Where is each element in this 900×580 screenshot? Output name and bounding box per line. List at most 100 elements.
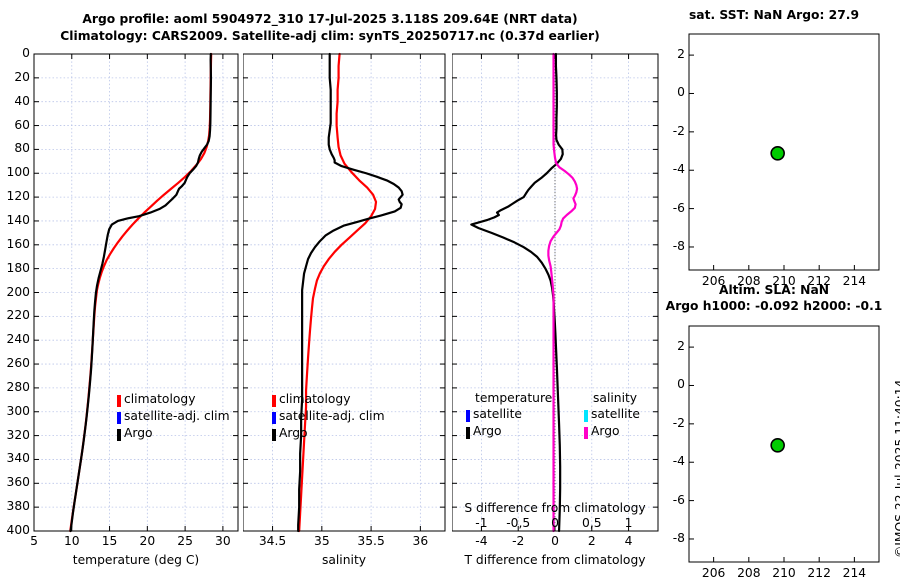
temperature-xaxis-label: temperature (deg C): [72, 553, 200, 567]
figure-title-line2: Climatology: CARS2009. Satellite-adj cli…: [60, 29, 600, 43]
diff-legend-temperature-swatch-1: [466, 427, 470, 439]
temperature-ytick-160: 160: [6, 236, 30, 251]
temperature-ytick-340: 340: [6, 451, 30, 466]
sst-map-ytick--8: -8: [672, 238, 685, 253]
sla-map-xtick-208: 208: [737, 566, 761, 580]
sst-map-ytick-2: 2: [677, 47, 685, 62]
sst-map-title: sat. SST: NaN Argo: 27.9: [688, 8, 860, 22]
temperature-ytick-180: 180: [6, 260, 30, 275]
sla-map-xtick-206: 206: [701, 566, 726, 580]
temperature-legend-label-1: satellite-adj. clim: [124, 409, 230, 423]
sst-map-xtick-214: 214: [842, 274, 867, 288]
salinity-plot: [243, 52, 446, 533]
sla-map-ytick--6: -6: [672, 492, 685, 507]
sla-map-ytick-0: 0: [677, 377, 685, 392]
salinity-xtick-2: 35.5: [357, 534, 385, 548]
salinity-legend-label-1: satellite-adj. clim: [279, 409, 385, 423]
sla-map-title-line1: Altim. SLA: NaN: [718, 283, 830, 297]
temperature-ytick-280: 280: [6, 379, 30, 394]
diff-legend-salinity-swatch-0: [584, 410, 588, 422]
difference-plot: [452, 52, 659, 533]
temperature-xtick-25: 25: [177, 534, 193, 548]
sst-map-plot: [688, 33, 880, 271]
tdiff-xtick-0: 0: [551, 534, 559, 548]
salinity-xtick-0: 34.5: [258, 534, 287, 548]
sla-map-panel: [667, 314, 882, 579]
salinity-xtick-1: 35: [314, 534, 330, 548]
diff-legend-temperature-label-0: satellite: [473, 407, 522, 421]
sst-map-xtick-206: 206: [701, 274, 726, 288]
sdiff-xtick-2: 0: [551, 516, 559, 530]
temperature-ytick-400: 400: [6, 523, 30, 537]
temperature-legend-label-2: Argo: [124, 426, 153, 440]
diff-legend-temperature-label-1: Argo: [473, 424, 502, 438]
sdiff-xtick-0: -1: [475, 516, 488, 530]
temperature-plot: [33, 52, 239, 533]
sla-map-ytick-2: 2: [677, 339, 685, 354]
salinity-xtick-3: 36: [412, 534, 429, 548]
temperature-ytick-0: 0: [22, 46, 30, 60]
temperature-legend-swatch-2: [117, 429, 121, 441]
diff-legend-salinity-label-1: Argo: [591, 424, 620, 438]
temperature-ytick-300: 300: [6, 403, 30, 418]
sst-map-xtick-212: 212: [807, 274, 831, 288]
temperature-ytick-260: 260: [6, 356, 30, 371]
temperature-ytick-80: 80: [14, 141, 30, 156]
tdiff-xtick--2: -2: [512, 534, 525, 548]
sst-map-xtick-208: 208: [737, 274, 761, 288]
salinity-legend-swatch-1: [272, 412, 276, 424]
temperature-legend-swatch-0: [117, 395, 121, 407]
sst-map-panel: [667, 22, 882, 287]
sla-map-xtick-212: 212: [807, 566, 831, 580]
salinity-legend-swatch-2: [272, 429, 276, 441]
temperature-legend-swatch-1: [117, 412, 121, 424]
temperature-ytick-200: 200: [6, 284, 30, 299]
sla-map-ytick--4: -4: [672, 454, 685, 469]
salinity-legend-swatch-0: [272, 395, 276, 407]
sst-map-ytick--4: -4: [672, 162, 685, 177]
temperature-ytick-360: 360: [6, 475, 30, 490]
temperature-ytick-320: 320: [6, 427, 30, 442]
sla-map-title-line2: Argo h1000: -0.092 h2000: -0.1: [665, 299, 883, 313]
diff-legend-salinity-swatch-1: [584, 427, 588, 439]
sla-map-ytick--8: -8: [672, 530, 685, 545]
temperature-ytick-40: 40: [14, 93, 30, 108]
tdiff-xtick-4: 4: [624, 534, 633, 548]
temperature-xtick-15: 15: [101, 534, 118, 548]
sdiff-xtick-1: -0,5: [506, 516, 531, 530]
temperature-ytick-140: 140: [6, 212, 30, 227]
difference-panel: [452, 0, 667, 580]
temperature-ytick-380: 380: [6, 499, 30, 514]
diff-legend-temperature-swatch-0: [466, 410, 470, 422]
temperature-ytick-60: 60: [14, 117, 30, 132]
tdiff-axis-label: T difference from climatology: [464, 553, 646, 567]
diff-legend-salinity-label-0: satellite: [591, 407, 640, 421]
salinity-legend-label-2: Argo: [279, 426, 308, 440]
diff-legend-header-salinity: salinity: [593, 391, 638, 405]
sdiff-xtick-3: 0,5: [582, 516, 602, 530]
temperature-ytick-120: 120: [6, 189, 30, 204]
temperature-ytick-20: 20: [14, 69, 30, 84]
temperature-xtick-30: 30: [215, 534, 231, 548]
sdiff-axis-label: S difference from climatology: [464, 501, 646, 515]
temperature-ytick-240: 240: [6, 332, 30, 347]
temperature-xtick-10: 10: [63, 534, 80, 548]
tdiff-xtick-2: 2: [587, 534, 596, 548]
sdiff-xtick-4: 1: [624, 516, 633, 530]
sst-map-ytick--6: -6: [672, 200, 685, 215]
temperature-panel: [0, 0, 243, 580]
salinity-legend-label-0: climatology: [279, 392, 351, 406]
salinity-panel: [243, 0, 453, 580]
sst-map-ytick--2: -2: [672, 123, 685, 138]
diff-legend-header-temperature: temperature: [475, 391, 553, 405]
temperature-xtick-5: 5: [30, 534, 38, 548]
temperature-ytick-220: 220: [6, 308, 30, 323]
sla-map-ytick--2: -2: [672, 415, 685, 430]
figure-title-line1: Argo profile: aoml 5904972_310 17-Jul-20…: [82, 12, 578, 26]
temperature-legend-label-0: climatology: [124, 392, 196, 406]
sla-map-xtick-210: 210: [772, 566, 796, 580]
salinity-xaxis-label: salinity: [321, 553, 367, 567]
temperature-ytick-100: 100: [6, 165, 30, 180]
